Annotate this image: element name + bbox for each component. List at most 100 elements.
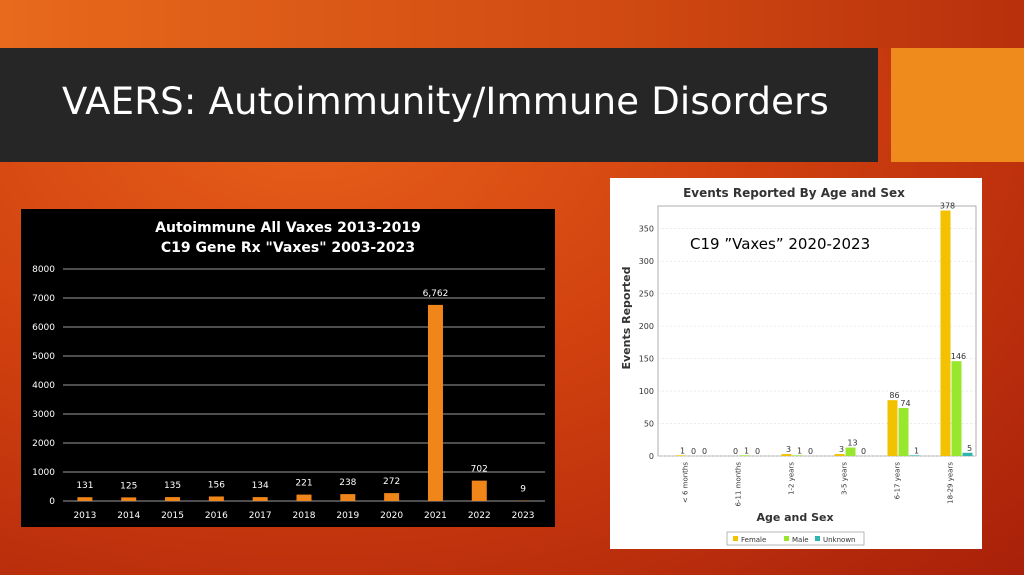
chart2-bar-male [951, 361, 962, 456]
chart2-data-label: 0 [808, 447, 813, 456]
chart1-bar [340, 494, 356, 501]
chart2-ytick-label: 200 [639, 322, 654, 331]
chart1-ytick-label: 5000 [32, 352, 55, 362]
chart1-data-label: 702 [471, 465, 488, 475]
accent-block [891, 48, 1024, 162]
chart2-data-label: 5 [967, 444, 972, 453]
chart1-data-label: 125 [120, 481, 137, 491]
chart1-bar [384, 493, 400, 501]
chart2-legend-label: Male [792, 536, 809, 544]
chart1-ytick-label: 2000 [32, 439, 55, 449]
chart1-svg: Autoimmune All Vaxes 2013-2019 C19 Gene … [32, 220, 545, 521]
chart2-bar-male [792, 455, 803, 456]
chart1-data-label: 272 [383, 477, 400, 487]
chart1-xtick-label: 2014 [117, 511, 140, 521]
chart2-xtick-label: 18-29 years [947, 462, 955, 504]
chart2-bar-male [898, 407, 909, 456]
chart2-data-label: 3 [786, 445, 791, 454]
chart2-data-label: 1 [797, 446, 802, 455]
chart2-ytick-label: 350 [639, 225, 654, 234]
chart2-data-label: 0 [733, 447, 738, 456]
chart1-xtick-label: 2017 [249, 511, 272, 521]
chart1-xtick-label: 2019 [336, 511, 359, 521]
chart2-ytick-label: 0 [649, 452, 654, 461]
autoimmune-yearly-chart: Autoimmune All Vaxes 2013-2019 C19 Gene … [21, 209, 555, 527]
chart2-legend-box [726, 531, 865, 546]
title-bar [0, 48, 878, 162]
chart2-xtick-label: 1-2 years [788, 462, 796, 495]
chart2-bar-unknown [909, 455, 920, 456]
chart2-data-label: 13 [847, 439, 857, 448]
chart2-data-label: 1 [680, 446, 685, 455]
chart1-data-label: 134 [252, 481, 269, 491]
chart1-xtick-label: 2020 [380, 511, 403, 521]
chart1-xtick-label: 2023 [512, 511, 535, 521]
chart2-xtick-label: < 6 months [682, 462, 690, 503]
chart2-annotation: C19 ”Vaxes” 2020-2023 [690, 235, 870, 253]
chart2-data-label: 86 [889, 391, 899, 400]
chart1-ytick-label: 8000 [32, 265, 55, 275]
chart2-data-label: 0 [702, 447, 707, 456]
chart2-xlabel: Age and Sex [756, 511, 833, 524]
chart1-subtitle: C19 Gene Rx "Vaxes" 2003-2023 [161, 240, 415, 256]
chart1-data-label: 156 [208, 480, 225, 490]
age-sex-chart: Events Reported By Age and Sex C19 ”Vaxe… [610, 178, 982, 549]
chart2-bar-male [845, 447, 856, 456]
chart1-ytick-label: 7000 [32, 294, 55, 304]
chart1-data-label: 238 [339, 478, 356, 488]
chart1-bar [121, 497, 137, 501]
chart1-data-label: 221 [295, 479, 312, 489]
chart2-ylabel: Events Reported [620, 267, 633, 370]
chart2-data-label: 146 [951, 352, 966, 361]
chart2-data-label: 378 [940, 202, 955, 211]
chart1-bar [471, 480, 487, 501]
chart2-ytick-label: 250 [639, 290, 654, 299]
chart1-title: Autoimmune All Vaxes 2013-2019 [155, 220, 421, 236]
chart1-bar [252, 497, 268, 501]
chart2-data-label: 0 [861, 447, 866, 456]
chart2-title: Events Reported By Age and Sex [683, 186, 905, 200]
chart2-xtick-label: 6-17 years [894, 462, 902, 500]
chart2-legend-label: Female [741, 536, 766, 544]
chart1-bar [77, 497, 93, 501]
chart1-data-label: 9 [520, 485, 526, 495]
chart2-data-label: 74 [900, 399, 910, 408]
chart1-bar [165, 497, 181, 501]
chart1-xtick-label: 2018 [293, 511, 316, 521]
chart2-xtick-label: 6-11 months [735, 462, 743, 507]
chart2-data-label: 1 [914, 446, 919, 455]
chart1-xtick-label: 2022 [468, 511, 491, 521]
chart1-data-label: 6,762 [423, 289, 449, 299]
chart1-ytick-label: 4000 [32, 381, 55, 391]
chart2-bar-female [887, 400, 898, 456]
chart1-ytick-label: 0 [49, 497, 55, 507]
chart2-ytick-label: 50 [644, 420, 654, 429]
chart2-legend-label: Unknown [823, 536, 856, 544]
chart2-xtick-label: 3-5 years [841, 462, 849, 495]
chart1-data-label: 135 [164, 481, 181, 491]
chart2-data-label: 1 [744, 446, 749, 455]
chart2-bar-unknown [962, 452, 973, 456]
chart1-bar [427, 304, 443, 501]
slide-title: VAERS: Autoimmunity/Immune Disorders [62, 80, 829, 123]
chart2-bar-female [675, 455, 686, 456]
chart1-data-label: 131 [76, 481, 93, 491]
chart2-svg: Events Reported By Age and Sex C19 ”Vaxe… [620, 186, 977, 546]
top-strip [0, 0, 1024, 48]
chart2-ytick-label: 100 [639, 387, 654, 396]
chart2-bar-female [834, 454, 845, 456]
chart2-plot-frame [657, 205, 977, 457]
chart2-ytick-label: 300 [639, 257, 654, 266]
chart2-bar-female [940, 210, 951, 456]
chart1-xtick-label: 2021 [424, 511, 447, 521]
chart2-legend-swatch-male [784, 536, 789, 541]
chart1-ytick-label: 1000 [32, 468, 55, 478]
chart1-xtick-label: 2013 [73, 511, 96, 521]
chart1-ytick-label: 6000 [32, 323, 55, 333]
chart2-ytick-label: 150 [639, 355, 654, 364]
chart1-bar [208, 496, 224, 501]
chart1-bar [296, 494, 312, 501]
chart1-ytick-label: 3000 [32, 410, 55, 420]
chart2-bar-male [739, 455, 750, 456]
chart2-legend-swatch-female [733, 536, 738, 541]
